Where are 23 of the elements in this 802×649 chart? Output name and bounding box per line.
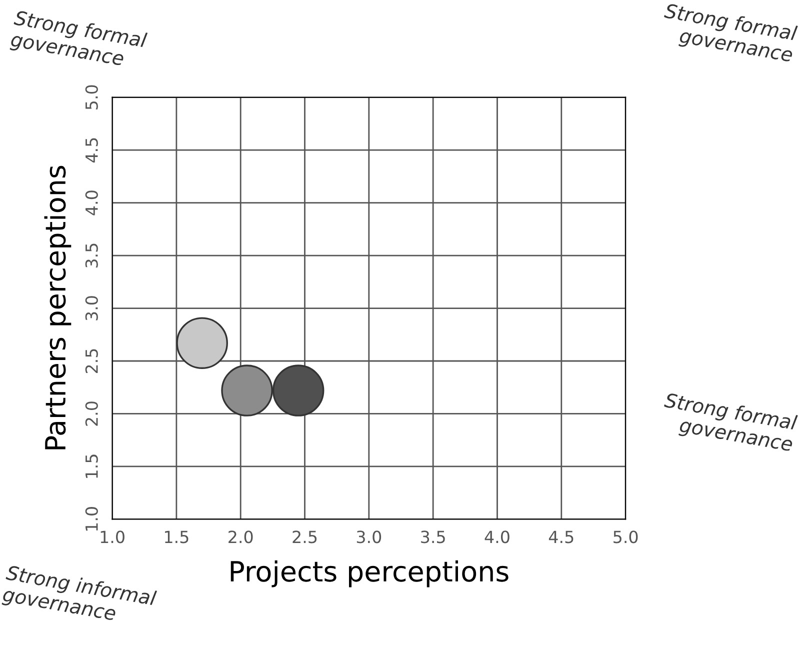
y-tick-label: 3.0 bbox=[85, 296, 98, 320]
text: Strong formal governance bbox=[10, 10, 148, 70]
y-tick-label: 1.5 bbox=[86, 454, 98, 478]
x-tick-label: 3.0 bbox=[356, 530, 382, 544]
x-axis-title: Projects perceptions bbox=[230, 560, 508, 588]
text: Strong formal governance bbox=[663, 2, 798, 66]
x-tick-label: 3.5 bbox=[421, 530, 445, 544]
y-tick-label: 2.5 bbox=[85, 349, 98, 374]
y-tick-label: 3.5 bbox=[85, 244, 98, 268]
y-tick-label: 4.5 bbox=[86, 138, 98, 163]
y-tick-label: 5.0 bbox=[85, 85, 98, 110]
x-tick-label: 2.0 bbox=[228, 530, 253, 544]
y-tick-label: 4.0 bbox=[85, 190, 98, 216]
text: Strong informal governance bbox=[2, 564, 158, 624]
x-tick-label: 2.5 bbox=[292, 530, 317, 544]
x-tick-label: 5.0 bbox=[614, 530, 638, 544]
x-tick-label: 4.5 bbox=[548, 530, 574, 544]
text: Strong formal governance bbox=[663, 392, 798, 456]
x-tick-label: 1.0 bbox=[100, 530, 124, 544]
x-tick-label: 1.5 bbox=[165, 530, 188, 544]
y-tick-label: 2.0 bbox=[85, 402, 98, 426]
x-tick-label: 4.0 bbox=[484, 530, 510, 544]
y-axis-title: Partners perceptions bbox=[44, 166, 72, 450]
